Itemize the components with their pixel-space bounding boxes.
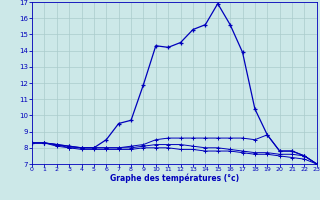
X-axis label: Graphe des températures (°c): Graphe des températures (°c) [110,174,239,183]
